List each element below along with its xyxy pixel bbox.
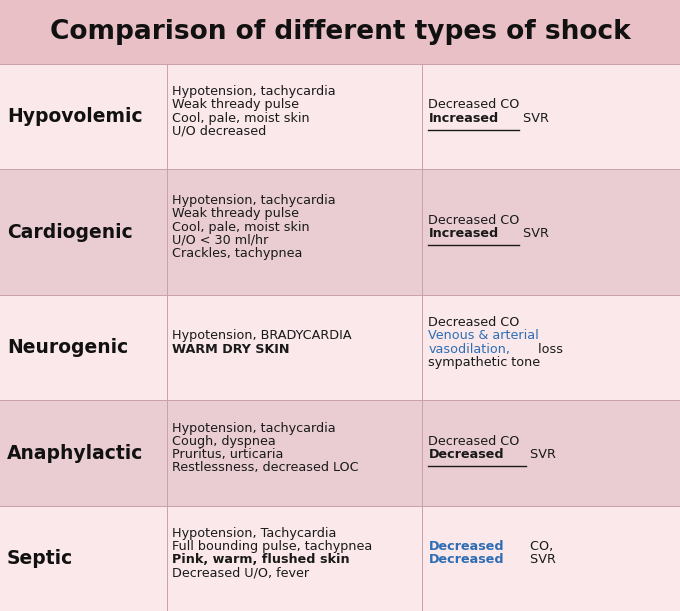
Text: Hypotension, tachycardia: Hypotension, tachycardia — [172, 194, 336, 207]
Text: Full bounding pulse, tachypnea: Full bounding pulse, tachypnea — [172, 540, 372, 553]
Text: SVR: SVR — [519, 227, 549, 240]
Bar — [0, 400, 680, 506]
Text: Decreased U/O, fever: Decreased U/O, fever — [172, 566, 309, 579]
Text: sympathetic tone: sympathetic tone — [428, 356, 541, 368]
Text: vasodilation,: vasodilation, — [428, 343, 511, 356]
Text: Pink, warm, flushed skin: Pink, warm, flushed skin — [172, 553, 350, 566]
Text: Increased: Increased — [428, 112, 498, 125]
Text: Decreased CO: Decreased CO — [428, 434, 520, 448]
Text: Decreased: Decreased — [428, 553, 504, 566]
Text: Crackles, tachypnea: Crackles, tachypnea — [172, 247, 303, 260]
Text: Comparison of different types of shock: Comparison of different types of shock — [50, 19, 630, 45]
Text: Decreased CO: Decreased CO — [428, 316, 520, 329]
Text: SVR: SVR — [526, 448, 556, 461]
Text: WARM DRY SKIN: WARM DRY SKIN — [172, 343, 290, 356]
Bar — [0, 64, 680, 169]
Text: Restlessness, decreased LOC: Restlessness, decreased LOC — [172, 461, 358, 474]
Text: SVR: SVR — [519, 112, 549, 125]
Text: Increased: Increased — [428, 227, 498, 240]
Text: SVR: SVR — [526, 553, 556, 566]
Text: Cough, dyspnea: Cough, dyspnea — [172, 434, 276, 448]
Text: Cool, pale, moist skin: Cool, pale, moist skin — [172, 221, 309, 233]
Text: Decreased: Decreased — [428, 448, 504, 461]
Text: Cardiogenic: Cardiogenic — [7, 223, 133, 242]
Text: Septic: Septic — [7, 549, 73, 568]
Text: U/O < 30 ml/hr: U/O < 30 ml/hr — [172, 233, 269, 247]
Text: Decreased CO: Decreased CO — [428, 98, 520, 111]
Text: Cool, pale, moist skin: Cool, pale, moist skin — [172, 112, 309, 125]
Text: Decreased CO: Decreased CO — [428, 214, 520, 227]
Bar — [0, 169, 680, 295]
Text: CO,: CO, — [526, 540, 554, 553]
Text: Weak thready pulse: Weak thready pulse — [172, 98, 299, 111]
Text: Venous & arterial: Venous & arterial — [428, 329, 539, 342]
Text: Decreased: Decreased — [428, 540, 504, 553]
Bar — [0, 506, 680, 611]
Text: Hypotension, BRADYCARDIA: Hypotension, BRADYCARDIA — [172, 329, 352, 342]
Text: Hypotension, tachycardia: Hypotension, tachycardia — [172, 422, 336, 434]
Bar — [0, 295, 680, 400]
Text: Hypotension, tachycardia: Hypotension, tachycardia — [172, 86, 336, 98]
Text: Anaphylactic: Anaphylactic — [7, 444, 143, 463]
Text: loss: loss — [534, 343, 563, 356]
Text: U/O decreased: U/O decreased — [172, 125, 267, 137]
Text: Weak thready pulse: Weak thready pulse — [172, 207, 299, 221]
Text: Neurogenic: Neurogenic — [7, 338, 128, 357]
Text: Pruritus, urticaria: Pruritus, urticaria — [172, 448, 284, 461]
Text: Hypovolemic: Hypovolemic — [7, 108, 142, 126]
Bar — [0, 0, 680, 64]
Text: Hypotension, Tachycardia: Hypotension, Tachycardia — [172, 527, 337, 540]
